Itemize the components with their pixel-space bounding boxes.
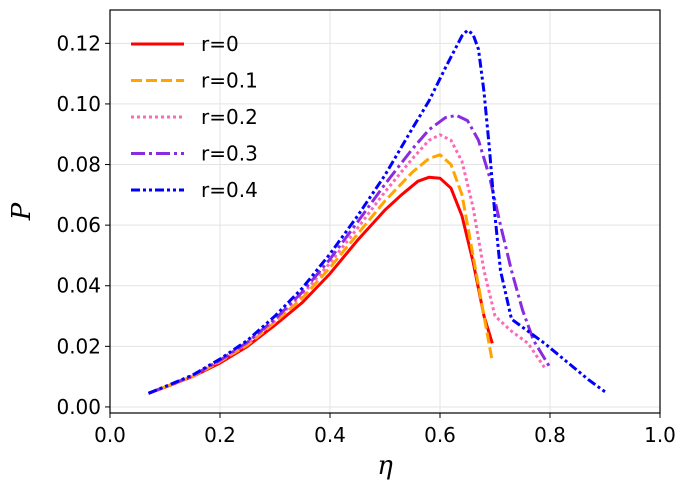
legend-label-5: r=0.4	[201, 178, 258, 202]
x-tick-label: 0.2	[204, 423, 236, 447]
series-line-2	[147, 153, 494, 395]
y-tick-label: 0.12	[56, 31, 101, 55]
x-tick-label: 1.0	[644, 423, 676, 447]
y-tick-label: 0.02	[56, 334, 101, 358]
legend-label-4: r=0.3	[201, 142, 258, 166]
series-line-5	[147, 28, 606, 395]
axis-ticks: 0.0 0.2 0.4 0.6 0.8 1.0 0.00 0.02 0.04 0.06 0.08 0.…	[56, 31, 675, 447]
series-line-3	[147, 133, 546, 395]
plot-frame	[109, 9, 661, 414]
legend-label-2: r=0.1	[201, 69, 258, 93]
legend-label-1: r=0	[201, 32, 239, 56]
y-tick-label: 0.06	[56, 213, 101, 237]
x-tick-label: 0.6	[424, 423, 456, 447]
x-tick-label: 0.0	[94, 423, 126, 447]
x-tick-label: 0.4	[314, 423, 346, 447]
y-axis-label: P	[7, 202, 37, 221]
x-axis-label: η	[377, 451, 393, 481]
y-tick-label: 0.04	[56, 274, 101, 298]
x-tick-label: 0.8	[534, 423, 566, 447]
plot-lines	[147, 28, 606, 395]
legend-label-3: r=0.2	[201, 105, 258, 129]
y-tick-label: 0.10	[56, 92, 101, 116]
y-tick-label: 0.00	[56, 395, 101, 419]
series-line-4	[147, 113, 552, 395]
y-tick-label: 0.08	[56, 153, 101, 177]
legend: r=0 r=0.1 r=0.2 r=0.3 r=0.4	[131, 32, 258, 202]
